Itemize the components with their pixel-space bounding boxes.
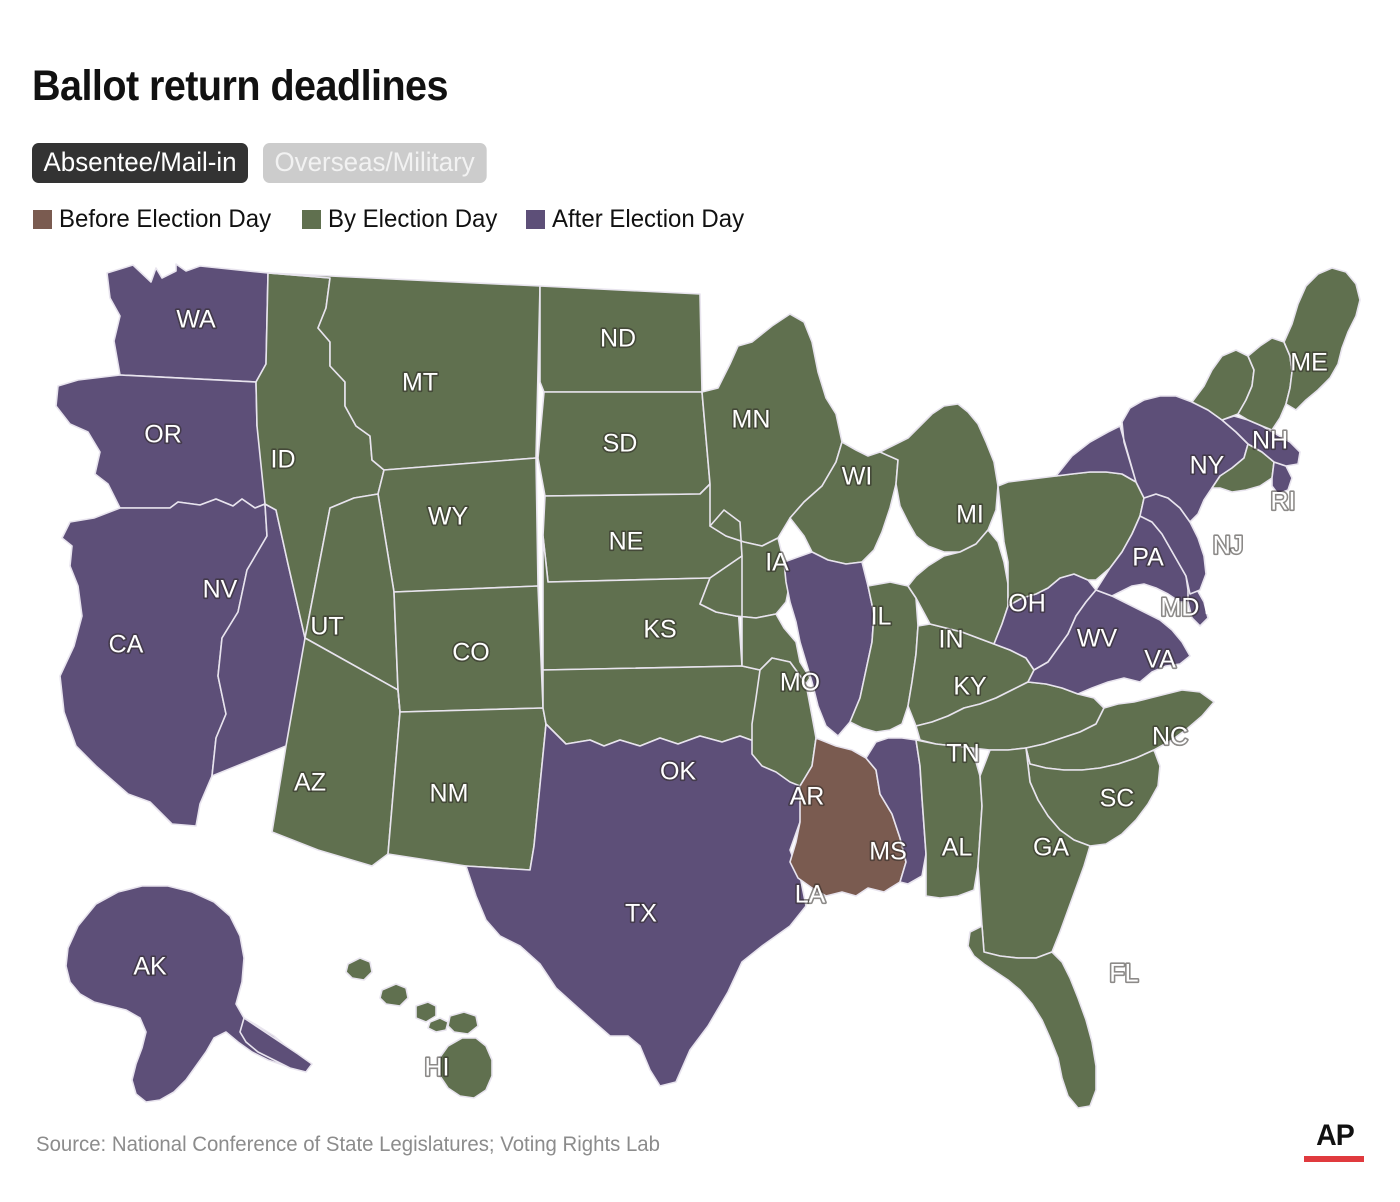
toggle-overseas-military[interactable]: Overseas/Military [263,143,487,184]
state-label-nj: NJ [1213,532,1244,560]
state-label-il: IL [871,603,892,631]
state-tx[interactable] [465,723,807,1087]
state-label-az: AZ [294,769,326,797]
state-label-sc: SC [1100,785,1135,813]
state-fl[interactable] [967,925,1097,1109]
legend-swatch-before [33,210,52,229]
state-label-tx: TX [625,900,657,928]
state-label-ky: KY [953,673,987,701]
ap-logo: AP [1304,1121,1366,1162]
state-va[interactable] [1027,589,1191,695]
state-mo[interactable] [699,555,811,685]
state-label-nh: NH [1252,427,1288,455]
view-toggle-group: Absentee/Mail-in Overseas/Military [32,143,496,184]
state-label-mi: MI [956,501,984,529]
state-label-or: OR [144,421,182,449]
state-hi[interactable] [415,1001,437,1023]
state-me[interactable] [1283,267,1361,411]
state-ny[interactable] [1055,395,1249,523]
state-label-sd: SD [603,430,638,458]
state-label-nc: NC [1152,723,1188,751]
state-label-ri: RI [1271,488,1296,516]
state-label-fl: FL [1109,960,1138,988]
legend-label-after: After Election Day [552,205,745,233]
state-label-va: VA [1144,646,1176,674]
legend-item-before-election-day[interactable]: Before Election Day [33,207,280,232]
state-label-nd: ND [600,325,636,353]
ap-logo-text: AP [1316,1119,1355,1152]
state-wa[interactable] [106,263,269,383]
legend-swatch-by [301,210,321,229]
state-label-mn: MN [732,406,771,434]
toggle-absentee-mail-in[interactable]: Absentee/Mail-in [32,143,249,184]
ap-logo-bar [1304,1156,1364,1162]
state-label-mt: MT [402,369,438,397]
state-label-md: MD [1161,594,1200,622]
legend: Before Election Day By Election Day Afte… [33,207,753,232]
state-label-id: ID [271,446,296,474]
state-mi[interactable] [879,403,999,553]
state-ak[interactable] [239,1017,313,1073]
map-svg: WA OR CA NV ID MT WY UT CO AZ NM ND SD NE KS OK TX MN IA MO… [55,263,1361,1109]
state-label-ny: NY [1190,452,1225,480]
state-hi[interactable] [345,957,373,981]
source-note: Source: National Conference of State Leg… [36,1133,660,1156]
state-label-wv: WV [1077,625,1118,653]
state-label-wy: WY [428,503,469,531]
state-shapes-group [55,263,1361,1109]
state-label-ak: AK [133,953,167,981]
state-label-wi: WI [842,463,873,491]
state-label-ga: GA [1033,834,1069,862]
state-label-la: LA [795,881,826,909]
state-hi[interactable] [437,1037,493,1099]
state-label-tn: TN [946,740,979,768]
state-label-ms: MS [869,838,907,866]
footer: Source: National Conference of State Leg… [0,1116,1400,1202]
state-label-ok: OK [660,758,696,786]
state-label-wa: WA [176,306,216,334]
legend-label-by: By Election Day [327,205,498,233]
us-choropleth-map[interactable]: WA OR CA NV ID MT WY UT CO AZ NM ND SD NE KS OK TX MN IA MO… [0,246,1400,1116]
state-label-ca: CA [109,631,144,659]
state-label-al: AL [942,834,973,862]
state-hi[interactable] [427,1017,449,1033]
state-ak[interactable] [65,885,301,1103]
legend-swatch-after [526,210,546,229]
state-label-ks: KS [643,616,676,644]
legend-item-after-election-day[interactable]: After Election Day [526,207,752,232]
state-label-in: IN [939,626,964,654]
state-label-hi: HI [425,1054,450,1082]
state-label-nm: NM [430,780,469,808]
state-label-pa: PA [1132,544,1164,572]
state-label-ia: IA [765,549,789,577]
state-label-co: CO [452,639,490,667]
state-hi[interactable] [447,1011,479,1035]
state-label-me: ME [1290,349,1328,377]
state-hi[interactable] [379,983,409,1007]
legend-label-before: Before Election Day [59,205,272,233]
state-label-ut: UT [310,613,343,641]
state-label-oh: OH [1008,590,1046,618]
state-label-mo: MO [780,669,820,697]
page-title: Ballot return deadlines [32,61,449,110]
state-label-ar: AR [790,783,825,811]
md-leader-line [1203,597,1209,615]
state-labels-group: WA OR CA NV ID MT WY UT CO AZ NM ND SD NE KS OK TX MN IA MO… [107,304,1329,1083]
state-oh[interactable] [907,529,1009,645]
legend-item-by-election-day[interactable]: By Election Day [301,205,504,233]
state-il[interactable] [783,551,875,737]
state-ri[interactable] [1271,461,1293,495]
state-label-ne: NE [609,528,644,556]
state-nh[interactable] [1237,337,1293,431]
state-label-nv: NV [203,576,238,604]
